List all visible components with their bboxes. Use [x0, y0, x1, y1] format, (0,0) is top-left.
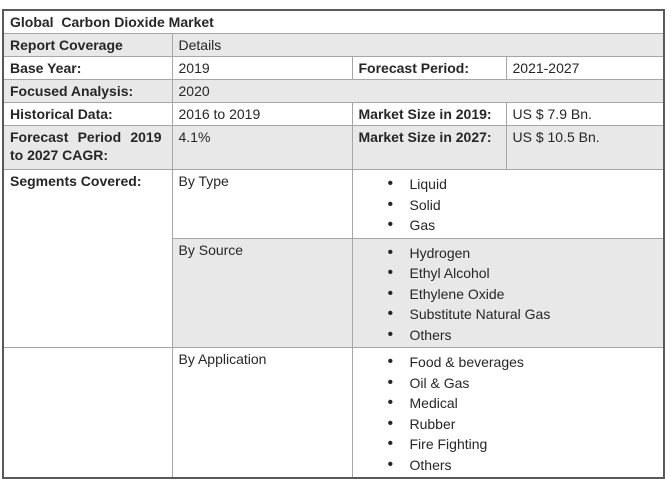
segment-item: Food & beverages	[359, 352, 658, 373]
segments-label-spacer	[2, 347, 173, 479]
table-title: Global Carbon Dioxide Market	[2, 9, 665, 34]
segment-items-application: Food & beveragesOil & GasMedicalRubberFi…	[359, 352, 658, 475]
forecast-period-value: 2021-2027	[505, 56, 665, 80]
segment-item: Medical	[359, 393, 658, 414]
market-size-2019-label: Market Size in 2019:	[351, 102, 507, 126]
coverage-row: Report Coverage Details	[2, 33, 665, 57]
segments-type-row: Segments Covered: By Type LiquidSolidGas	[2, 169, 665, 348]
title-row: Global Carbon Dioxide Market	[2, 9, 665, 34]
segment-items-source: HydrogenEthyl AlcoholEthylene OxideSubst…	[359, 243, 658, 346]
segment-items-source-cell: HydrogenEthyl AlcoholEthylene OxideSubst…	[351, 237, 665, 348]
segment-item: Liquid	[359, 174, 658, 195]
historical-data-row: Historical Data: 2016 to 2019 Market Siz…	[2, 102, 665, 126]
segment-item: Others	[359, 325, 658, 346]
coverage-label: Report Coverage	[2, 33, 173, 57]
segment-items-application-cell: Food & beveragesOil & GasMedicalRubberFi…	[351, 347, 665, 479]
segment-items-type-cell: LiquidSolidGas	[351, 169, 665, 239]
focused-analysis-value: 2020	[171, 79, 665, 103]
forecast-period-label: Forecast Period:	[351, 56, 507, 80]
base-year-value: 2019	[171, 56, 353, 80]
segment-item: Oil & Gas	[359, 373, 658, 394]
base-year-row: Base Year: 2019 Forecast Period: 2021-20…	[2, 56, 665, 80]
segments-application-row: By Application Food & beveragesOil & Gas…	[2, 347, 665, 479]
segment-item: Others	[359, 455, 658, 476]
segment-item: Rubber	[359, 414, 658, 435]
historical-data-label: Historical Data:	[2, 102, 173, 126]
segment-item: Fire Fighting	[359, 434, 658, 455]
historical-data-value: 2016 to 2019	[171, 102, 353, 126]
cagr-label: Forecast Period 2019 to 2027 CAGR:	[2, 125, 173, 170]
segment-items-type: LiquidSolidGas	[359, 174, 658, 236]
market-size-2027-label: Market Size in 2027:	[351, 125, 507, 170]
report-coverage-table: Global Carbon Dioxide Market Report Cove…	[2, 9, 666, 479]
market-size-2027-value: US $ 10.5 Bn.	[505, 125, 665, 170]
segment-group-source: By Source	[171, 237, 353, 348]
segment-item: Ethylene Oxide	[359, 284, 658, 305]
segment-item: Ethyl Alcohol	[359, 263, 658, 284]
coverage-value: Details	[171, 33, 665, 57]
focused-analysis-row: Focused Analysis: 2020	[2, 79, 665, 103]
cagr-row: Forecast Period 2019 to 2027 CAGR: 4.1% …	[2, 125, 665, 170]
segment-item: Gas	[359, 215, 658, 236]
focused-analysis-label: Focused Analysis:	[2, 79, 173, 103]
base-year-label: Base Year:	[2, 56, 173, 80]
segments-source-row: By Source HydrogenEthyl AlcoholEthylene …	[3, 237, 665, 348]
segments-covered-label: Segments Covered:	[2, 169, 173, 348]
market-size-2019-value: US $ 7.9 Bn.	[505, 102, 665, 126]
segment-item: Substitute Natural Gas	[359, 304, 658, 325]
cagr-value: 4.1%	[171, 125, 353, 170]
segment-group-application: By Application	[171, 347, 353, 479]
segment-item: Hydrogen	[359, 243, 658, 264]
segment-item: Solid	[359, 195, 658, 216]
segment-group-type: By Type	[171, 169, 353, 239]
